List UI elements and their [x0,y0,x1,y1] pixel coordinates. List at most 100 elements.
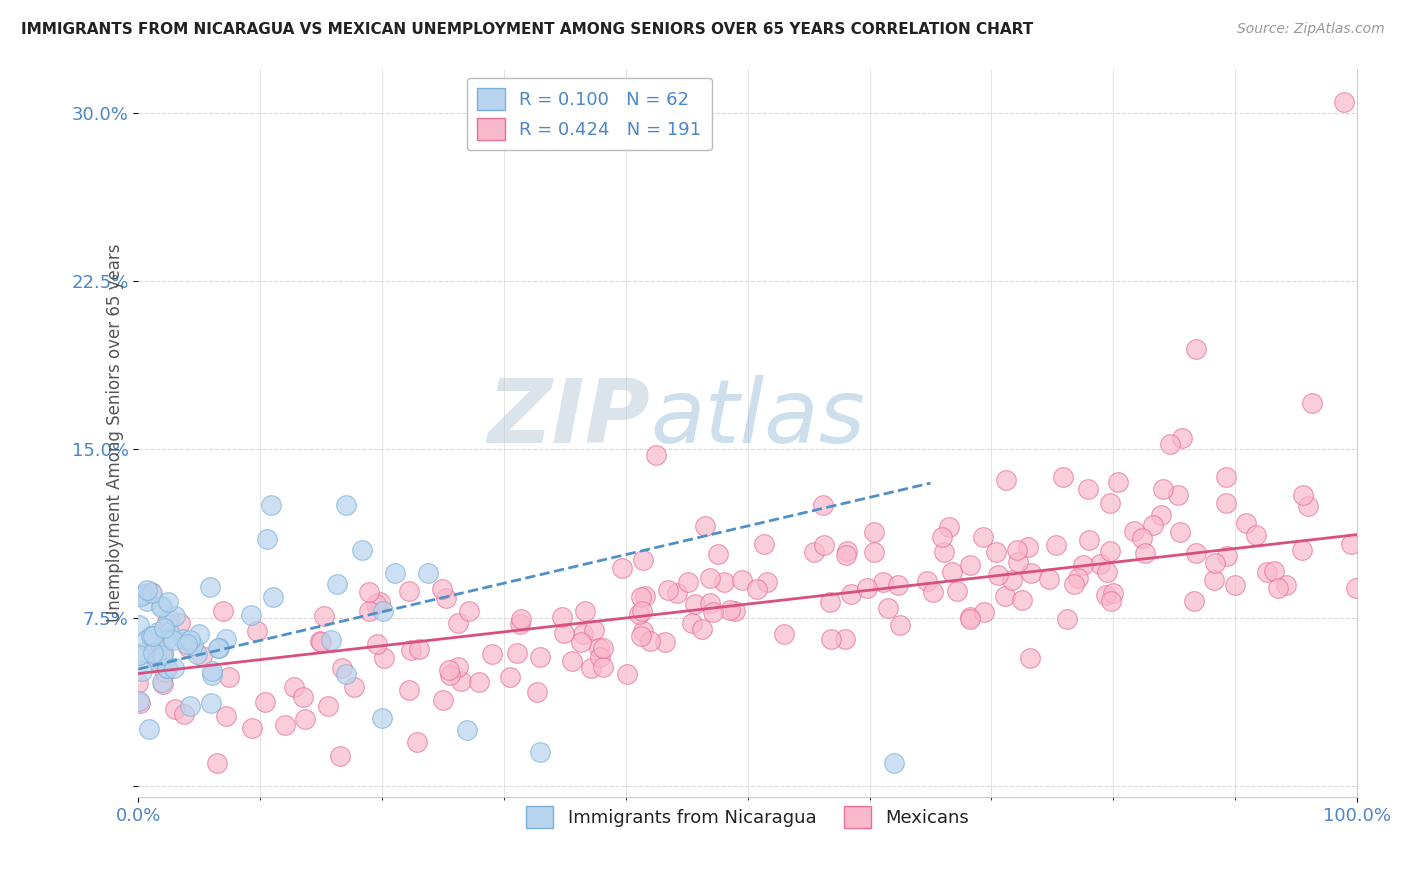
Point [157,624,180,639]
Point [215,632,238,646]
Point [1296,499,1319,513]
Point [678,575,700,590]
Point [366,637,388,651]
Point [155,661,177,675]
Point [657,583,679,598]
Point [142,646,165,660]
Point [1185,342,1208,356]
Point [187,627,209,641]
Point [398,584,420,599]
Point [259,499,281,513]
Legend: Immigrants from Nicaragua, Mexicans: Immigrants from Nicaragua, Mexicans [519,798,976,835]
Point [1142,518,1164,533]
Point [1152,482,1174,496]
Point [1292,488,1315,502]
Point [1007,543,1029,558]
Point [941,565,963,579]
Point [706,547,728,561]
Point [973,605,995,619]
Point [434,591,457,605]
Point [628,607,651,621]
Point [156,615,179,629]
Point [773,626,796,640]
Point [408,642,430,657]
Text: ZIP: ZIP [488,375,650,461]
Text: Source: ZipAtlas.com: Source: ZipAtlas.com [1237,22,1385,37]
Point [588,650,610,665]
Point [157,612,180,626]
Point [630,590,652,604]
Point [416,566,439,580]
Point [163,608,186,623]
Point [835,548,858,562]
Point [1168,525,1191,540]
Point [1274,578,1296,592]
Point [915,574,938,588]
Point [457,604,479,618]
Point [592,640,614,655]
Point [553,625,575,640]
Point [1346,582,1368,596]
Point [439,667,461,681]
Point [150,649,173,664]
Point [932,544,955,558]
Point [357,604,380,618]
Point [176,637,198,651]
Point [863,524,886,539]
Point [959,558,981,572]
Point [582,623,605,637]
Point [752,536,775,550]
Point [1095,588,1118,602]
Point [862,544,884,558]
Point [995,473,1018,487]
Point [430,582,453,597]
Point [505,646,527,660]
Point [834,632,856,647]
Point [1102,586,1125,600]
Point [326,577,349,591]
Point [155,633,177,648]
Point [352,543,374,558]
Point [1135,545,1157,559]
Point [818,595,841,609]
Point [803,545,825,559]
Point [931,530,953,544]
Point [1256,565,1278,579]
Point [142,629,165,643]
Point [256,532,278,546]
Point [132,587,155,601]
Point [1018,651,1040,665]
Point [699,571,721,585]
Point [177,640,200,654]
Point [135,594,157,608]
Point [592,659,614,673]
Point [131,664,153,678]
Point [1267,581,1289,595]
Point [693,519,716,533]
Point [1052,469,1074,483]
Point [208,641,231,656]
Point [1263,564,1285,578]
Point [212,603,235,617]
Point [456,723,478,737]
Point [1149,508,1171,523]
Point [883,756,905,771]
Point [1011,593,1033,607]
Point [439,664,461,678]
Point [148,652,170,666]
Point [207,640,229,655]
Point [157,595,180,609]
Point [1098,496,1121,510]
Point [1182,594,1205,608]
Point [139,585,162,599]
Point [1067,571,1090,585]
Point [690,623,713,637]
Point [631,604,654,618]
Point [205,756,228,771]
Point [150,599,173,614]
Point [152,648,174,662]
Point [128,618,150,632]
Point [128,696,150,710]
Point [877,600,900,615]
Point [526,685,548,699]
